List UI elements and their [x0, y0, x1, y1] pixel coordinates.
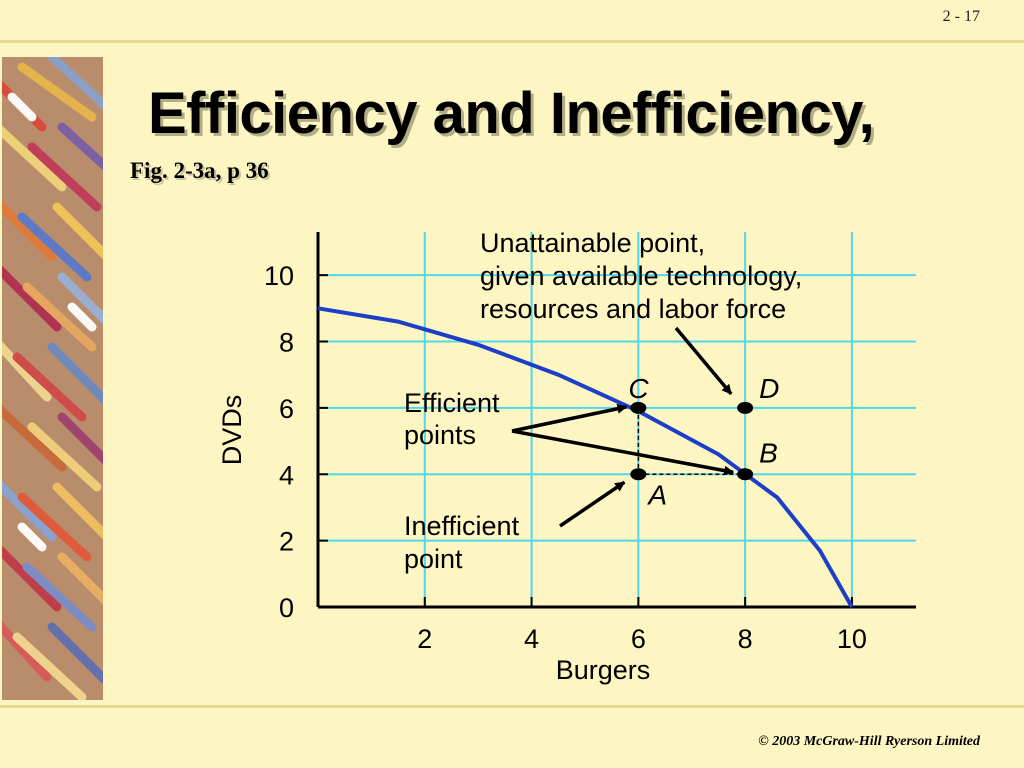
x-tick-label-4: 4 [524, 624, 539, 654]
efficient-label-line-2: points [404, 420, 476, 450]
y-tick-label-2: 2 [279, 527, 294, 557]
slide-number: 2 - 17 [942, 8, 980, 25]
inefficient-label-line-2: point [404, 544, 463, 574]
guide-lines [637, 407, 746, 476]
x-tick-label-2: 2 [417, 624, 432, 654]
point-label-C: C [628, 373, 649, 404]
slide-title: Efficiency and Inefficiency, [148, 81, 875, 146]
decorative-side-art [2, 57, 103, 700]
point-label-B: B [759, 437, 778, 468]
y-tick-label-6: 6 [279, 394, 294, 424]
y-tick-label-4: 4 [279, 460, 294, 490]
unattainable-label-line-1: Unattainable point, [480, 228, 705, 258]
y-tick-label-10: 10 [264, 261, 294, 291]
x-tick-label-8: 8 [738, 624, 753, 654]
arrow-to-B [511, 429, 735, 476]
bottom-divider [0, 705, 1024, 708]
chart-axes [316, 232, 916, 609]
point-C [630, 401, 647, 414]
annotation-arrows [511, 326, 735, 528]
chart-grid [318, 232, 916, 607]
point-B [737, 468, 754, 481]
arrow-to-A [559, 480, 626, 528]
y-tick-label-0: 0 [279, 593, 294, 623]
chart-points: C D B A [628, 373, 779, 510]
x-axis-label: Burgers [556, 655, 651, 685]
figure-reference: Fig. 2-3a, p 36 [130, 158, 269, 183]
point-label-D: D [759, 373, 779, 404]
x-tick-label-6: 6 [631, 624, 646, 654]
y-tick-label-8: 8 [279, 328, 294, 358]
unattainable-label-line-2: given available technology, [480, 261, 802, 291]
unattainable-label-line-3: resources and labor force [480, 294, 786, 324]
top-divider [0, 40, 1024, 43]
arrow-to-D [674, 326, 733, 396]
x-tick-label-10: 10 [837, 624, 867, 654]
point-A [630, 468, 647, 481]
point-D [737, 401, 754, 414]
y-axis-label: DVDs [217, 395, 247, 466]
inefficient-label-line-1: Inefficient [404, 511, 520, 541]
arrow-to-C [511, 403, 628, 433]
tick-labels: 2 4 6 8 10 0 2 4 6 8 10 [264, 261, 867, 654]
copyright-notice: © 2003 McGraw-Hill Ryerson Limited [758, 734, 980, 749]
efficient-label-line-1: Efficient [404, 388, 500, 418]
point-label-A: A [646, 479, 667, 510]
